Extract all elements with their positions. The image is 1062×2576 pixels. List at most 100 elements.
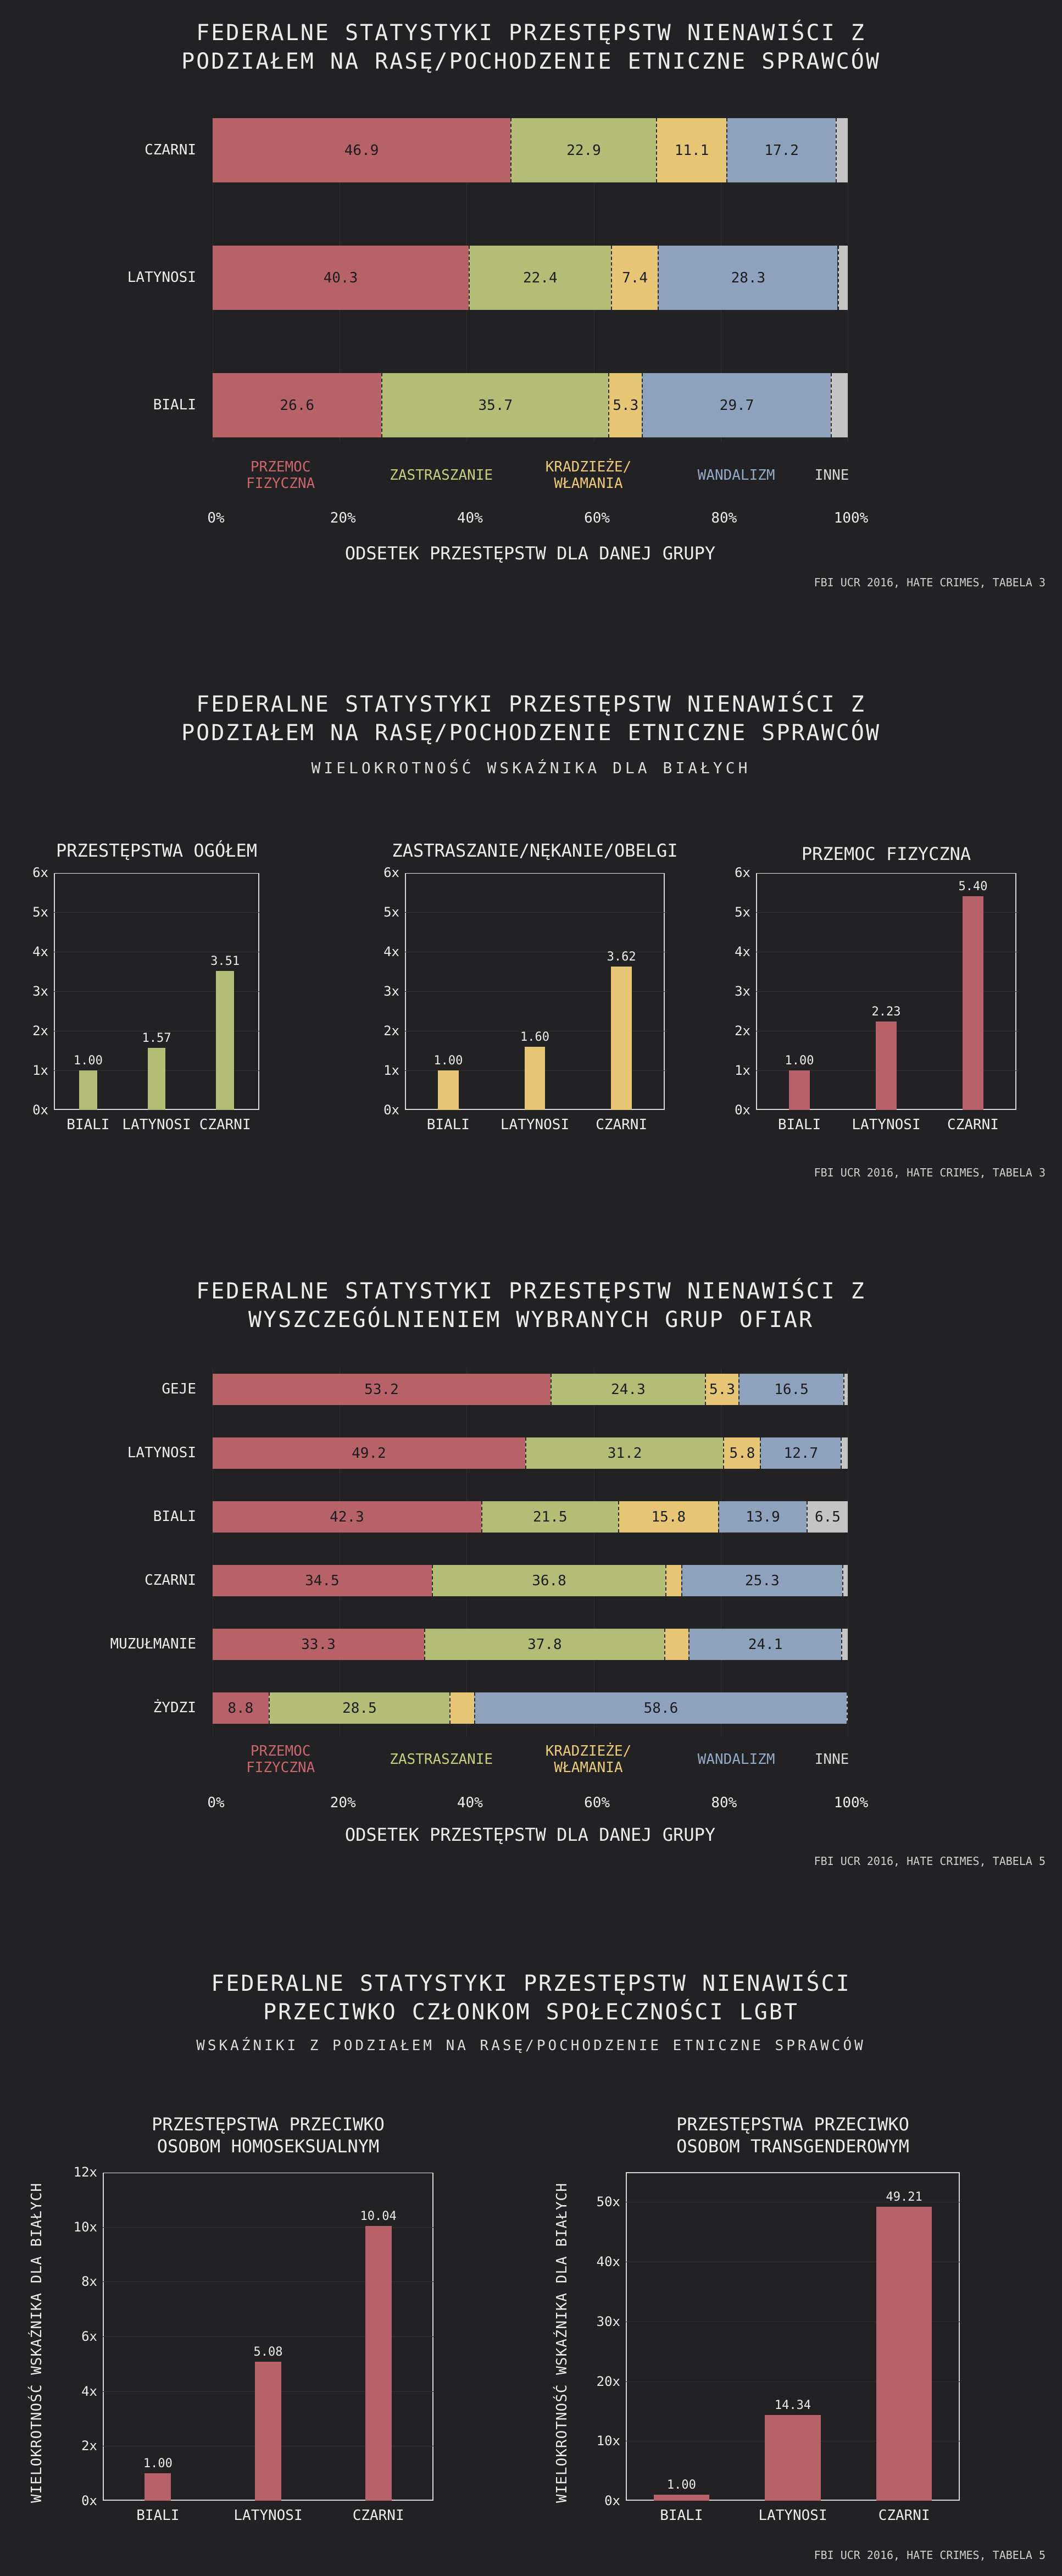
stacked-row: 26.6 35.7 5.3 29.7 <box>213 373 848 437</box>
grid-line <box>103 2172 433 2173</box>
bar-segment-zastraszanie: 35.7 <box>381 373 609 437</box>
data-label: 40.3 <box>323 269 358 286</box>
bar-value-label: 3.62 <box>607 950 636 964</box>
bar-segment-przemoc: 34.5 <box>213 1565 432 1596</box>
bar-czarni <box>611 967 632 1110</box>
bar-segment-wandalizm: 16.5 <box>738 1374 843 1405</box>
bar-segment-wandalizm: 17.2 <box>726 118 836 182</box>
bar-segment-wandalizm: 25.3 <box>681 1565 842 1596</box>
y-tick-label: 1x <box>383 1063 399 1078</box>
y-axis-label: WIELOKROTNOŚĆ WSKAŹNIKA DLA BIAŁYCH <box>554 2183 570 2503</box>
mini-chart-title: ZASTRASZANIE/NĘKANIE/OBELGI <box>392 840 678 861</box>
bar-czarni <box>876 2206 932 2501</box>
y-tick-label: 4x <box>81 2383 97 2399</box>
x-category-label: LATYNOSI <box>758 2507 827 2524</box>
bar-segment-kradzieze <box>664 1629 688 1660</box>
y-tick-label: 5x <box>735 904 750 920</box>
data-label: 49.2 <box>352 1445 386 1462</box>
grid-line <box>405 991 665 992</box>
data-label: 5.3 <box>709 1381 735 1398</box>
data-label: 12.7 <box>783 1445 819 1462</box>
bar-segment-zastraszanie: 22.9 <box>510 118 656 182</box>
x-category-label: CZARNI <box>947 1117 999 1133</box>
bar-segment-inne <box>842 1565 848 1596</box>
y-tick-label: 2x <box>383 1023 399 1039</box>
bar-biali <box>653 2495 709 2501</box>
data-label: 31.2 <box>607 1445 642 1462</box>
data-label: 35.7 <box>478 397 513 414</box>
chart1-x-axis-label: ODSETEK PRZESTĘPSTW DLA DANEJ GRUPY <box>344 543 716 564</box>
bar-segment-inne: 6.5 <box>806 1501 848 1533</box>
data-label: 5.8 <box>729 1445 755 1462</box>
bar-value-label: 1.00 <box>433 1054 463 1068</box>
mini-chart-title: PRZESTĘPSTWA OGÓŁEM <box>55 840 258 861</box>
bar-czarni <box>216 971 234 1110</box>
bar-segment-przemoc: 46.9 <box>213 118 511 182</box>
x-category-label: BIALI <box>66 1117 110 1133</box>
y-tick-label: 6x <box>81 2329 97 2344</box>
y-tick-label: 1x <box>32 1063 48 1078</box>
bar-segment-kradzieze <box>665 1565 682 1596</box>
mini-chart-title: PRZESTĘPSTWA PRZECIWKO OSOBOM TRANSGENDE… <box>676 2114 909 2157</box>
grid-line <box>54 912 259 913</box>
row-label: LATYNOSI <box>127 269 196 286</box>
y-tick-label: 2x <box>735 1023 750 1039</box>
x-tick-label: 80% <box>711 1795 737 1811</box>
legend-item-zastraszanie: ZASTRASZANIE <box>390 1751 493 1768</box>
data-label: 16.5 <box>774 1381 809 1398</box>
row-label: BIALI <box>153 1508 196 1525</box>
grid-line <box>103 2281 433 2283</box>
grid-line <box>405 912 665 913</box>
bar-latynosi <box>524 1046 546 1110</box>
row-label: CZARNI <box>144 1572 196 1589</box>
bar-value-label: 1.00 <box>143 2457 173 2471</box>
bar-segment-zastraszanie: 37.8 <box>424 1629 664 1660</box>
bar-segment-wandalizm: 12.7 <box>760 1437 841 1469</box>
bar-segment-kradzieze: 5.8 <box>723 1437 760 1469</box>
y-tick-label: 0x <box>81 2493 97 2508</box>
x-category-label: BIALI <box>777 1117 821 1133</box>
y-tick-label: 6x <box>383 865 399 880</box>
chart3-title: FEDERALNE STATYSTYKI PRZESTĘPSTW NIENAWI… <box>196 1279 866 1333</box>
bar-value-label: 1.00 <box>73 1054 103 1068</box>
bar-segment-przemoc: 49.2 <box>213 1437 525 1469</box>
x-tick-label: 80% <box>711 510 737 526</box>
chart4-subtitle: WSKAŹNIKI Z PODZIAŁEM NA RASĘ/POCHODZENI… <box>196 2038 866 2054</box>
bar-value-label: 2.23 <box>871 1005 901 1019</box>
y-tick-label: 4x <box>383 944 399 959</box>
chart2-source: FBI UCR 2016, HATE CRIMES, TABELA 3 <box>814 1166 1046 1179</box>
chart2-title: FEDERALNE STATYSTYKI PRZESTĘPSTW NIENAWI… <box>181 692 881 746</box>
bar-value-label: 5.08 <box>253 2345 283 2359</box>
bar-segment-inne <box>836 118 848 182</box>
grid-line <box>466 1368 468 1736</box>
chart3-source: FBI UCR 2016, HATE CRIMES, TABELA 5 <box>814 1855 1046 1868</box>
legend-item-przemoc: PRZEMOC FIZYCZNA <box>246 459 315 492</box>
grid-line <box>103 2336 433 2337</box>
bar-segment-wandalizm: 28.3 <box>658 246 838 310</box>
data-label: 37.8 <box>527 1636 562 1653</box>
y-axis-label: WIELOKROTNOŚĆ WSKAŹNIKA DLA BIAŁYCH <box>29 2183 45 2503</box>
row-label: CZARNI <box>144 141 196 158</box>
chart3-plot: 53.2 24.3 5.3 16.5 GEJE 49.2 31.2 5.8 12.7 LATYNO… <box>110 1368 848 1736</box>
data-label: 21.5 <box>532 1508 568 1525</box>
bar-segment-przemoc: 42.3 <box>213 1501 481 1533</box>
bar-segment-przemoc: 33.3 <box>213 1629 424 1660</box>
bar-segment-wandalizm: 58.6 <box>474 1692 847 1724</box>
chart4-source: FBI UCR 2016, HATE CRIMES, TABELA 5 <box>814 2549 1046 2562</box>
x-category-label: LATYNOSI <box>852 1117 921 1133</box>
legend-item-wandalizm: WANDALIZM <box>697 467 775 484</box>
y-tick-label: 5x <box>383 904 399 920</box>
y-tick-label: 2x <box>32 1023 48 1039</box>
bar-latynosi <box>254 2361 282 2501</box>
x-category-label: LATYNOSI <box>122 1117 191 1133</box>
y-tick-label: 30x <box>596 2313 620 2329</box>
bar-segment-wandalizm: 24.1 <box>688 1629 842 1660</box>
y-tick-label: 0x <box>604 2493 620 2508</box>
legend-item-inne: INNE <box>814 1751 849 1768</box>
stacked-row: 33.3 37.8 24.1 <box>213 1629 848 1660</box>
bar-biali <box>437 1070 459 1110</box>
x-category-label: BIALI <box>426 1117 470 1133</box>
bar-latynosi <box>147 1047 166 1110</box>
y-tick-label: 10x <box>73 2219 97 2235</box>
bar-segment-kradzieze <box>449 1692 475 1724</box>
